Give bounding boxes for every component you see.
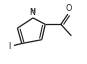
Text: O: O xyxy=(65,4,72,13)
Text: I: I xyxy=(8,42,10,51)
Text: N: N xyxy=(30,8,36,17)
Text: H: H xyxy=(31,8,35,14)
